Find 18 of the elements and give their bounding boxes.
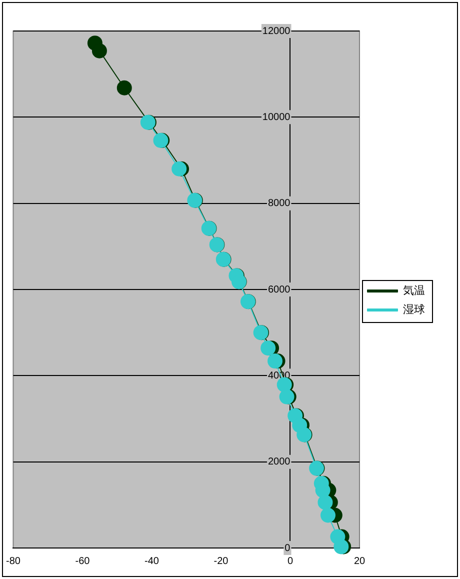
y-tick-label: 2000 bbox=[268, 456, 291, 468]
point bbox=[116, 80, 132, 96]
x-tick-label: 20 bbox=[354, 556, 366, 567]
x-tick-label: -20 bbox=[214, 556, 229, 567]
legend-label: 気温 bbox=[403, 284, 425, 297]
point bbox=[92, 43, 107, 58]
point bbox=[260, 340, 276, 356]
y-tick-label: 10000 bbox=[262, 112, 291, 123]
y-tick-label: 6000 bbox=[268, 284, 291, 296]
point bbox=[320, 508, 336, 523]
x-tick-label: -40 bbox=[144, 556, 160, 567]
legend-label: 湿球 bbox=[403, 302, 425, 316]
y-tick-label: 0 bbox=[284, 542, 291, 554]
x-tick-label: -80 bbox=[6, 556, 21, 567]
y-tick-label: 12000 bbox=[262, 26, 291, 37]
x-tick-label: -60 bbox=[75, 556, 90, 567]
point bbox=[318, 494, 333, 510]
y-tick-label: 8000 bbox=[268, 198, 291, 210]
